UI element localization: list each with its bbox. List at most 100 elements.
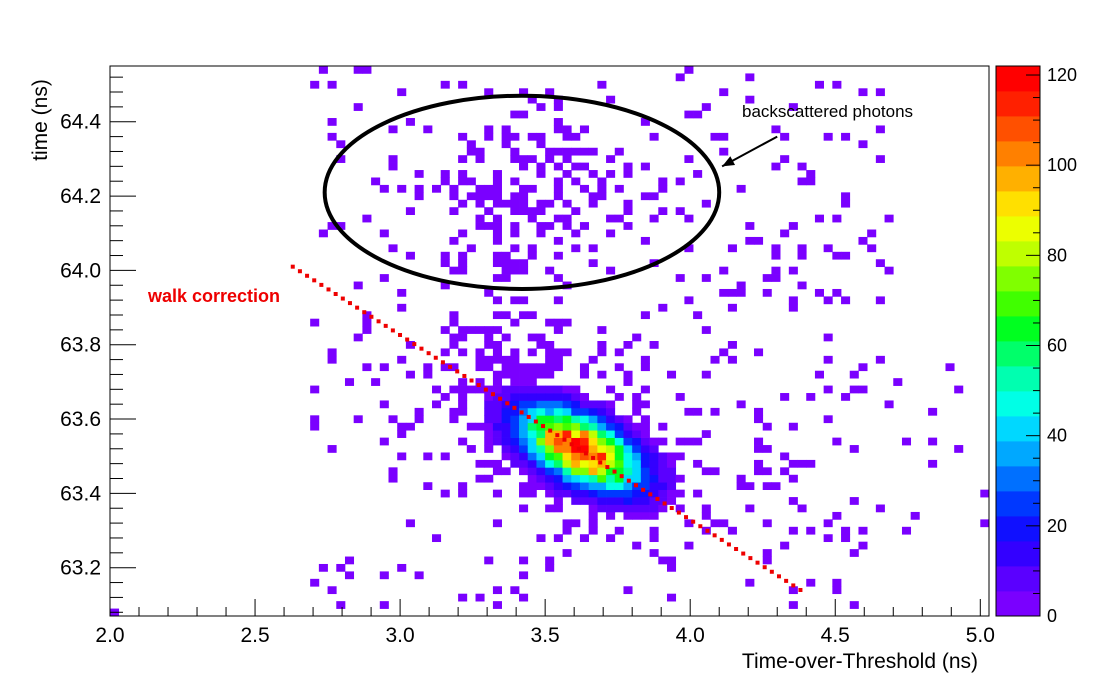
heatmap-cell xyxy=(597,422,607,431)
walk-correction-dot xyxy=(326,287,331,292)
heatmap-cell xyxy=(658,422,668,431)
walk-correction-dot xyxy=(648,492,653,497)
heatmap-cell xyxy=(432,400,442,409)
heatmap-cell xyxy=(492,467,502,476)
heatmap-cell xyxy=(614,504,624,513)
heatmap-cell xyxy=(623,467,633,476)
heatmap-cell xyxy=(614,452,624,461)
heatmap-cell xyxy=(432,534,442,543)
heatmap-cell xyxy=(527,482,537,490)
heatmap-cell xyxy=(397,452,407,461)
heatmap-cell xyxy=(510,132,520,141)
heatmap-cell xyxy=(675,437,685,446)
x-tick-label: 5.0 xyxy=(966,624,995,647)
heatmap-cell xyxy=(545,393,555,401)
heatmap-cell xyxy=(545,437,555,446)
heatmap-cell xyxy=(545,355,555,364)
heatmap-cell xyxy=(823,296,833,305)
y-axis-title: time (ns) xyxy=(29,79,52,161)
heatmap-cell xyxy=(928,437,938,446)
heatmap-cell xyxy=(545,147,555,156)
heatmap-cell xyxy=(597,192,607,201)
walk-correction-dot xyxy=(591,455,596,460)
heatmap-cell xyxy=(414,170,424,178)
heatmap-cell xyxy=(492,192,502,201)
walk-correction-dot xyxy=(369,314,374,319)
heatmap-cell xyxy=(545,504,555,513)
heatmap-cell xyxy=(623,497,633,505)
walk-correction-dot xyxy=(655,496,660,501)
heatmap-cell xyxy=(484,385,494,394)
heatmap-cell xyxy=(649,341,659,349)
heatmap-cell xyxy=(458,229,468,238)
heatmap-cell xyxy=(780,229,790,238)
heatmap-cell xyxy=(397,430,407,438)
backscatter-ellipse xyxy=(322,93,722,291)
walk-correction-dot xyxy=(633,483,638,488)
heatmap-cell xyxy=(858,363,868,372)
heatmap-cell xyxy=(510,415,520,424)
heatmap-cell xyxy=(492,355,502,364)
heatmap-cell xyxy=(623,482,633,490)
heatmap-cell xyxy=(832,288,842,297)
y-tick-label: 63.8 xyxy=(60,334,101,357)
heatmap-cell xyxy=(458,400,468,409)
heatmap-cell xyxy=(527,184,537,193)
heatmap-cell xyxy=(527,393,537,401)
heatmap-cell xyxy=(788,296,798,305)
walk-correction-dot xyxy=(548,428,553,433)
heatmap-cell xyxy=(588,511,598,520)
heatmap-cell xyxy=(536,467,546,476)
heatmap-cell xyxy=(666,452,677,461)
heatmap-cell xyxy=(484,333,494,342)
walk-correction-dot xyxy=(776,574,781,579)
heatmap-cell xyxy=(553,393,563,401)
heatmap-cell xyxy=(614,415,624,424)
heatmap-cell xyxy=(875,125,885,134)
heatmap-cell xyxy=(405,118,415,126)
heatmap-cell xyxy=(475,355,485,364)
heatmap-cell xyxy=(649,474,659,483)
heatmap-cell xyxy=(492,274,502,282)
heatmap-cell xyxy=(832,251,842,260)
heatmap-cell xyxy=(519,437,529,446)
heatmap-cell xyxy=(632,400,642,409)
heatmap-cell xyxy=(623,511,633,520)
heatmap-cell xyxy=(640,504,650,513)
heatmap-cell xyxy=(492,170,502,178)
heatmap-cell xyxy=(666,370,677,379)
heatmap-cell xyxy=(527,385,537,394)
heatmap-cell xyxy=(588,526,598,535)
heatmap-cell xyxy=(492,229,502,238)
heatmap-cell xyxy=(841,132,851,141)
heatmap-cell xyxy=(536,393,546,401)
heatmap-cell xyxy=(849,370,859,379)
heatmap-cell xyxy=(606,214,616,223)
heatmap-cell xyxy=(484,556,494,565)
heatmap-cell xyxy=(579,125,590,134)
heatmap-cell xyxy=(553,452,563,461)
heatmap-cell xyxy=(771,162,781,171)
heatmap-cell xyxy=(588,400,598,409)
heatmap-cell xyxy=(510,259,520,268)
heatmap-cell xyxy=(762,422,772,431)
heatmap-cell xyxy=(501,266,511,275)
annotation-backscattered: backscattered photons xyxy=(742,102,913,121)
walk-correction-dot xyxy=(755,560,760,565)
heatmap-cell xyxy=(553,192,563,201)
heatmap-cell xyxy=(388,244,398,253)
heatmap-cell xyxy=(527,348,537,357)
heatmap-cell xyxy=(466,147,476,156)
heatmap-cell xyxy=(710,407,720,416)
heatmap-cell xyxy=(727,288,737,297)
heatmap-cell xyxy=(571,177,581,186)
heatmap-cell xyxy=(658,489,668,498)
colorbar-tick-label: 40 xyxy=(1047,426,1067,446)
heatmap-cell xyxy=(510,586,520,595)
heatmap-cell xyxy=(484,445,494,453)
heatmap-cell xyxy=(597,445,607,453)
heatmap-cell xyxy=(527,445,537,453)
heatmap-cell xyxy=(806,578,816,587)
heatmap-cell xyxy=(318,229,328,238)
heatmap-cell xyxy=(623,199,633,208)
